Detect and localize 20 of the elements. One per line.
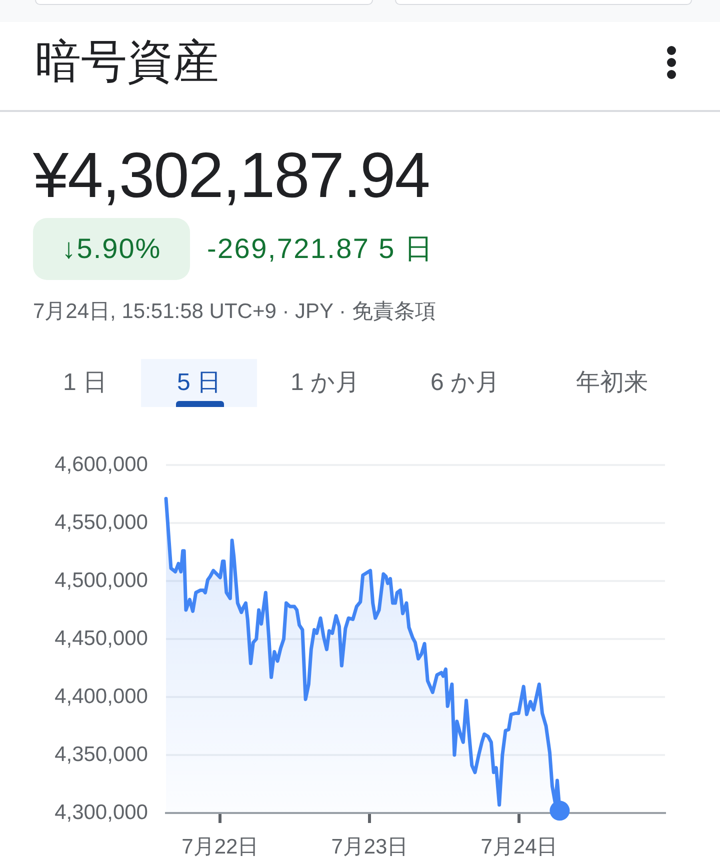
y-tick-label: 4,300,000	[54, 800, 148, 824]
text: ↓5.90%	[33, 218, 190, 280]
x-tick-label: 7月22日	[182, 835, 259, 858]
text: 年初来	[575, 368, 649, 398]
text: 1 日	[62, 368, 108, 398]
text: 5 日	[141, 359, 257, 407]
text: 6 か月	[429, 368, 500, 398]
text: 7月24日, 15:51:58 UTC+9 · JPY · 免責条項	[33, 300, 436, 323]
y-tick-label: 4,500,000	[54, 568, 148, 592]
y-tick-label: 4,450,000	[54, 626, 148, 650]
x-tick-label: 7月24日	[480, 835, 558, 858]
text: 1 か月	[289, 368, 360, 398]
x-tick-label: 7月23日	[331, 835, 408, 858]
y-tick-label: 4,550,000	[54, 510, 148, 534]
y-tick-label: 4,350,000	[54, 742, 148, 766]
text: -269,721.87 5 日	[207, 233, 434, 264]
chart-subtitle: ¥4,302,187.94	[33, 139, 430, 211]
y-tick-label: 4,600,000	[54, 452, 148, 476]
y-tick-label: 4,400,000	[54, 684, 148, 708]
chart-title: 暗号資産	[35, 35, 219, 87]
